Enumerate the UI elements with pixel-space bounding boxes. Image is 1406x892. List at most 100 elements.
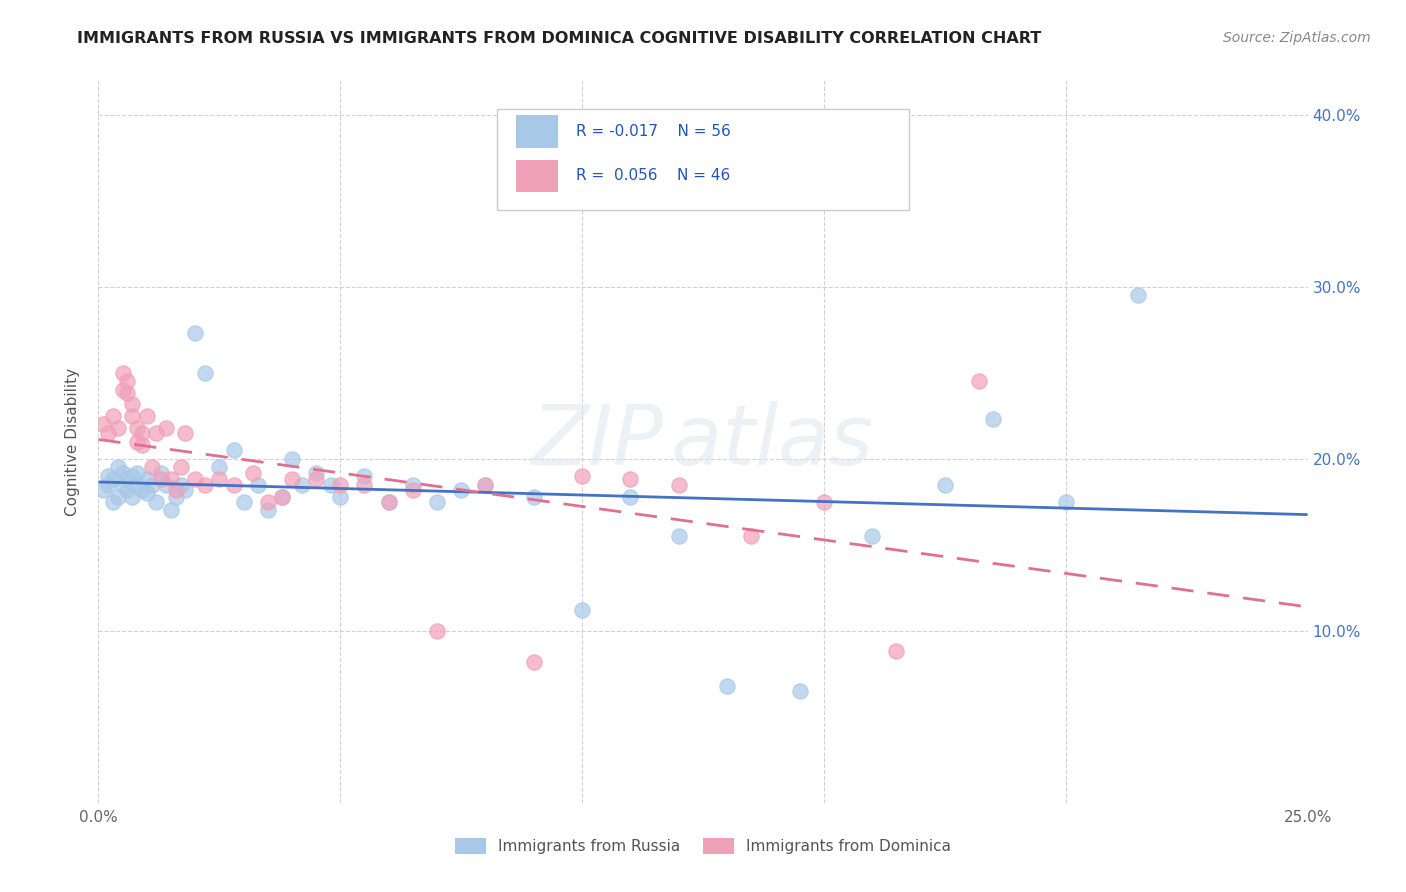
Point (402, 483, 425, 497)
Point (426, 494, 449, 508)
Point (141, 460, 163, 475)
Point (860, 529, 883, 543)
Point (271, 490, 294, 504)
Point (97, 477, 120, 491)
Point (789, 684, 811, 698)
Point (402, 477, 425, 491)
Point (107, 421, 129, 435)
Point (160, 503, 183, 517)
Point (305, 466, 328, 480)
Point (523, 655, 546, 669)
Point (135, 472, 157, 486)
Point (353, 477, 375, 491)
Point (222, 443, 245, 458)
Point (127, 466, 149, 480)
Point (329, 477, 352, 491)
Point (111, 466, 134, 480)
Point (127, 477, 149, 491)
Point (194, 477, 217, 491)
Point (121, 397, 143, 411)
Point (91, 483, 114, 497)
Point (716, 679, 738, 693)
Point (886, 644, 908, 658)
Point (121, 469, 143, 483)
Point (169, 477, 191, 491)
Point (150, 472, 173, 486)
Point (329, 490, 352, 504)
Point (256, 503, 278, 517)
FancyBboxPatch shape (516, 115, 558, 147)
Point (377, 494, 399, 508)
Point (290, 477, 312, 491)
Text: IMMIGRANTS FROM RUSSIA VS IMMIGRANTS FROM DOMINICA COGNITIVE DISABILITY CORRELAT: IMMIGRANTS FROM RUSSIA VS IMMIGRANTS FRO… (77, 31, 1042, 46)
Point (131, 425, 153, 440)
Point (91, 417, 114, 432)
FancyBboxPatch shape (498, 109, 908, 211)
Point (135, 486, 157, 500)
Point (208, 472, 231, 486)
Point (474, 477, 496, 491)
Point (155, 421, 177, 435)
Point (740, 529, 762, 543)
Point (271, 490, 294, 504)
Point (1128, 288, 1150, 302)
Point (169, 460, 191, 475)
Point (111, 383, 134, 397)
Point (141, 477, 163, 491)
Point (450, 483, 472, 497)
Point (208, 460, 231, 475)
Point (256, 494, 278, 508)
Point (117, 483, 139, 497)
Point (135, 409, 157, 423)
Point (97, 469, 120, 483)
Point (1054, 494, 1077, 508)
Point (194, 366, 217, 380)
Point (117, 386, 139, 401)
Point (127, 434, 149, 449)
Point (101, 472, 124, 486)
Point (131, 483, 153, 497)
Point (981, 412, 1004, 426)
Point (967, 375, 990, 389)
Point (242, 466, 264, 480)
Y-axis label: Cognitive Disability: Cognitive Disability (65, 368, 80, 516)
Point (319, 477, 342, 491)
Point (281, 451, 304, 466)
Point (145, 494, 167, 508)
Point (131, 438, 153, 452)
Text: Source: ZipAtlas.com: Source: ZipAtlas.com (1223, 31, 1371, 45)
Point (668, 529, 690, 543)
Point (247, 477, 270, 491)
Point (121, 490, 143, 504)
Point (101, 494, 124, 508)
Point (121, 409, 143, 423)
Point (222, 477, 245, 491)
Legend: Immigrants from Russia, Immigrants from Dominica: Immigrants from Russia, Immigrants from … (449, 832, 957, 860)
Text: R = -0.017    N = 56: R = -0.017 N = 56 (576, 124, 731, 139)
Point (97, 425, 120, 440)
Point (232, 494, 254, 508)
Point (668, 477, 690, 491)
Point (184, 472, 207, 486)
Point (377, 494, 399, 508)
Point (813, 494, 835, 508)
Point (117, 472, 139, 486)
Text: R =  0.056    N = 46: R = 0.056 N = 46 (576, 169, 730, 184)
Point (426, 624, 449, 638)
Point (111, 477, 134, 491)
Text: ZIP atlas: ZIP atlas (531, 401, 875, 482)
Point (281, 472, 304, 486)
Point (160, 472, 183, 486)
FancyBboxPatch shape (516, 160, 558, 192)
Point (145, 425, 167, 440)
Point (619, 490, 641, 504)
Point (150, 466, 173, 480)
Point (101, 409, 124, 423)
Point (117, 375, 139, 389)
Point (165, 490, 187, 504)
Point (107, 460, 129, 475)
Point (305, 472, 328, 486)
Point (934, 477, 956, 491)
Point (184, 326, 207, 340)
Point (571, 603, 593, 617)
